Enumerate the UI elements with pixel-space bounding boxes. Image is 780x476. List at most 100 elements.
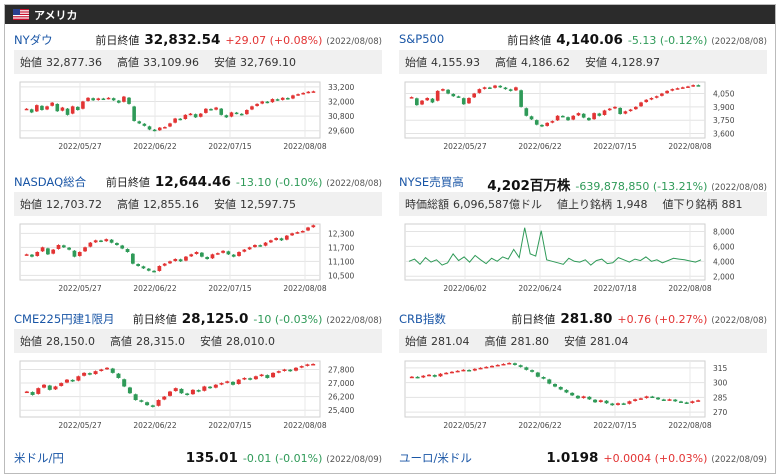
plot-area: [404, 360, 706, 418]
y-tick-label: 11,100: [328, 257, 354, 266]
prev-close-value: 281.80: [560, 311, 613, 327]
open-label: 始値: [20, 335, 42, 348]
candle-body: [198, 113, 203, 117]
candle-body: [269, 240, 273, 243]
candle-body: [96, 98, 101, 100]
candle-body: [524, 108, 529, 116]
candle-body: [152, 129, 157, 132]
candle-body: [146, 268, 151, 271]
candle-body: [105, 367, 110, 370]
candle-body: [541, 377, 546, 379]
candle-body: [691, 85, 696, 87]
y-tick-label: 3,750: [713, 116, 735, 125]
candle-body: [224, 115, 229, 118]
candle-body: [205, 257, 210, 259]
panel-nydow: NYダウ 前日終値 32,832.54 +29.07 (+0.08%) (202…: [14, 29, 382, 154]
y-tick-label: 300: [713, 379, 728, 388]
panel-name-link[interactable]: CME225円建1限月: [14, 312, 115, 326]
y-tick-label: 3,600: [713, 130, 735, 139]
panel-name-link[interactable]: CRB指数: [399, 312, 446, 326]
candle-body: [24, 108, 29, 111]
candle-body: [501, 363, 506, 366]
candle-body: [598, 400, 603, 402]
candle-body: [110, 368, 115, 373]
price-chart[interactable]: 4,050 3,900 3,750 3,600 2022/05/27 2022/06/22…: [399, 78, 767, 154]
quote-date: (2022/08/09): [711, 455, 767, 465]
candle-body: [311, 363, 316, 366]
price-chart[interactable]: 33,200 32,000 30,800 29,600 2022/05/27 2022/0…: [14, 78, 382, 154]
price-chart[interactable]: 27,800 27,000 26,200 25,400 2022/05/27 2022/0…: [14, 357, 382, 433]
candle-body: [650, 396, 655, 399]
candle-body: [72, 250, 77, 257]
panel-name-link[interactable]: NYダウ: [14, 33, 53, 47]
candle-body: [173, 118, 177, 123]
quote-date: (2022/08/08): [711, 316, 767, 326]
candle-body: [490, 365, 495, 368]
advancers-value: 1,948: [615, 197, 648, 211]
candle-body: [421, 375, 426, 378]
candle-body: [487, 87, 492, 89]
y-tick-label: 2,000: [713, 272, 735, 281]
volume-chart[interactable]: 8,000 6,000 4,000 2,000 2022/06/02 2022/06/24…: [399, 220, 767, 296]
quote-date: (2022/08/09): [326, 455, 382, 465]
candle-body: [167, 391, 173, 396]
candle-body: [593, 399, 598, 403]
x-tick-label: 2022/08/08: [668, 421, 711, 430]
x-tick-label: 2022/07/15: [208, 142, 251, 151]
candle-body: [696, 85, 701, 87]
candle-body: [545, 122, 550, 126]
candle-body: [649, 98, 654, 100]
candle-body: [145, 402, 150, 406]
panel-name-link[interactable]: 米ドル/円: [14, 451, 64, 465]
price-chart[interactable]: 12,300 11,700 11,100 10,500 2022/05/27 2022/0…: [14, 220, 382, 296]
candle-body: [275, 99, 280, 101]
candle-body: [290, 233, 294, 236]
panel-name-link[interactable]: ユーロ/米ドル: [399, 451, 472, 465]
candle-body: [435, 90, 440, 101]
panel-name-link[interactable]: NASDAQ総合: [14, 175, 87, 189]
x-tick-label: 2022/05/27: [58, 284, 101, 293]
candle-body: [519, 90, 523, 107]
open-value: 12,703.72: [46, 197, 102, 211]
candle-body: [564, 389, 569, 393]
prev-close-label: 前日終値: [132, 313, 177, 326]
candle-body: [40, 105, 44, 110]
candle-body: [45, 106, 49, 110]
x-tick-label: 2022/05/27: [443, 421, 486, 430]
panel-cme225: CME225円建1限月 前日終値 28,125.0 -10 (-0.03%) (…: [14, 308, 382, 433]
candle-body: [253, 245, 257, 247]
candle-body: [615, 403, 620, 405]
candle-body: [311, 225, 316, 228]
candle-body: [306, 91, 311, 94]
candle-body: [120, 245, 125, 249]
candle-body: [77, 252, 82, 256]
candle-body: [438, 373, 443, 377]
candle-body: [260, 101, 265, 104]
candle-body: [93, 371, 98, 375]
panel-name-link[interactable]: S&P500: [399, 32, 445, 46]
candle-body: [540, 124, 544, 127]
x-tick-label: 2022/07/18: [593, 284, 636, 293]
panel-name-link[interactable]: NYSE売買高: [399, 175, 464, 189]
x-tick-label: 2022/08/08: [283, 284, 326, 293]
candle-body: [226, 251, 231, 255]
candle-body: [446, 89, 450, 94]
open-value: 281.04: [431, 334, 470, 348]
x-tick-label: 2022/06/02: [443, 284, 486, 293]
candle-body: [673, 399, 678, 402]
candle-body: [162, 263, 167, 266]
price-chart[interactable]: 315 300 285 270 2022/05/27 2022/06/22 2022/07/…: [399, 357, 767, 433]
candle-body: [414, 98, 419, 106]
panel-sp500: S&P500 前日終値 4,140.06 -5.13 (-0.12%) (202…: [399, 29, 767, 154]
candle-body: [234, 112, 239, 115]
quote-date: (2022/08/08): [326, 37, 382, 47]
candle-body: [279, 238, 284, 241]
candle-body: [566, 117, 570, 121]
market-cap-value: 6,096,587億ドル: [453, 198, 542, 211]
candle-body: [680, 87, 685, 89]
prev-close-value: 4,140.06: [556, 32, 623, 48]
candle-body: [484, 366, 489, 369]
high-label: 高値: [116, 198, 139, 211]
x-tick-label: 2022/06/22: [133, 284, 176, 293]
candle-body: [508, 89, 513, 91]
